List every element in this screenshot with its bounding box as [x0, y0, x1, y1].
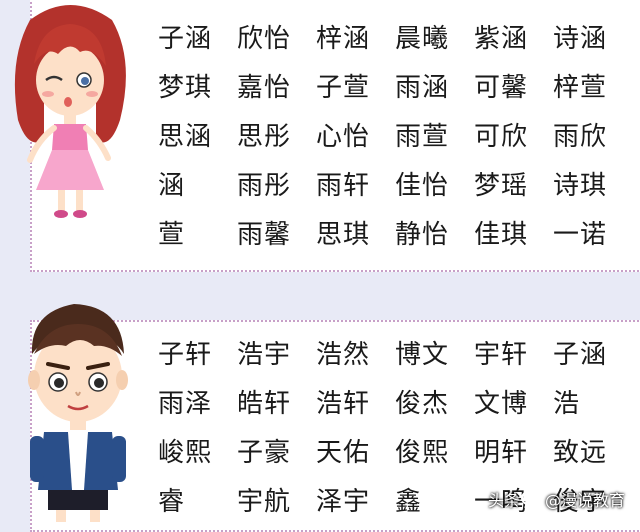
boy-name: 子涵: [553, 340, 608, 370]
chat-bubble-icon: [521, 490, 542, 508]
name-row: 思涵 思彤 心怡 雨萱 可欣 雨欣: [158, 110, 632, 159]
boy-name: 宇轩: [474, 340, 529, 370]
girl-illustration: [14, 5, 126, 218]
boy-illustration: [28, 304, 128, 522]
boy-name: 天佑: [316, 438, 371, 468]
girl-name: 涵: [158, 171, 186, 201]
boy-name: 明轩: [474, 438, 529, 468]
name-row: 萱 雨馨 思琪 静怡 佳琪 一诺: [158, 208, 632, 257]
boy-names-panel: [30, 320, 640, 532]
name-row: 子涵 欣怡 梓涵 晨曦 紫涵 诗涵: [158, 12, 632, 61]
girl-name: 佳琪: [474, 220, 529, 250]
girl-name: 可馨: [474, 73, 529, 103]
boy-names-grid: 子轩 浩宇 浩然 博文 宇轩 子涵 雨泽 皓轩 浩轩 俊杰 文博 浩 峻熙 子豪…: [158, 328, 632, 524]
boy-name: 鑫: [395, 487, 423, 517]
girl-name: 雨涵: [395, 73, 450, 103]
girl-name: 思彤: [237, 122, 292, 152]
girl-name: 一诺: [553, 220, 608, 250]
boy-name: 子豪: [237, 438, 292, 468]
girl-name: 嘉怡: [237, 73, 292, 103]
watermark: 头条 @漫说教育: [488, 484, 625, 514]
boy-name: 泽宇: [316, 487, 371, 517]
name-row: 子轩 浩宇 浩然 博文 宇轩 子涵: [158, 328, 632, 377]
boy-name: 浩: [553, 389, 581, 419]
girl-names-grid: 子涵 欣怡 梓涵 晨曦 紫涵 诗涵 梦琪 嘉怡 子萱 雨涵 可馨 梓萱 思涵 思…: [158, 12, 632, 257]
watermark-handle: @漫说教育: [545, 491, 626, 510]
boy-name: 俊宇: [553, 487, 608, 517]
watermark-prefix: 头条: [488, 491, 521, 510]
girl-name: 心怡: [316, 122, 371, 152]
boy-name: 宇航: [237, 487, 292, 517]
girl-name: 梦瑶: [474, 171, 529, 201]
girl-name: 可欣: [474, 122, 529, 152]
girl-name: 雨萱: [395, 122, 450, 152]
girl-name: 诗琪: [553, 171, 608, 201]
name-row: 峻熙 子豪 天佑 俊熙 明轩 致远: [158, 426, 632, 475]
boy-name: 浩轩: [316, 389, 371, 419]
girl-name: 静怡: [395, 220, 450, 250]
name-row: 梦琪 嘉怡 子萱 雨涵 可馨 梓萱: [158, 61, 632, 110]
girl-name: 思涵: [158, 122, 213, 152]
boy-name: 雨泽: [158, 389, 213, 419]
girl-names-panel: [30, 0, 640, 272]
boy-name: 博文: [395, 340, 450, 370]
girl-name: 诗涵: [553, 24, 608, 54]
girl-name: 雨馨: [237, 220, 292, 250]
name-row: 涵 雨彤 雨轩 佳怡 梦瑶 诗琪: [158, 159, 632, 208]
boy-name: 致远: [553, 438, 608, 468]
boy-name: 一鸣: [474, 487, 529, 517]
girl-name: 萱: [158, 220, 186, 250]
girl-name: 欣怡: [237, 24, 292, 54]
boy-name: 文博: [474, 389, 529, 419]
boy-name: 子轩: [158, 340, 213, 370]
girl-name: 雨彤: [237, 171, 292, 201]
girl-name: 梦琪: [158, 73, 213, 103]
boy-name: 睿: [158, 487, 186, 517]
boy-name: 浩宇: [237, 340, 292, 370]
boy-name: 皓轩: [237, 389, 292, 419]
girl-name: 梓涵: [316, 24, 371, 54]
girl-name: 雨轩: [316, 171, 371, 201]
girl-name: 子涵: [158, 24, 213, 54]
girl-name: 子萱: [316, 73, 371, 103]
girl-name: 紫涵: [474, 24, 529, 54]
boy-name: 俊杰: [395, 389, 450, 419]
boy-name: 浩然: [316, 340, 371, 370]
girl-name: 雨欣: [553, 122, 608, 152]
girl-name: 梓萱: [553, 73, 608, 103]
boy-name: 峻熙: [158, 438, 213, 468]
girl-name: 晨曦: [395, 24, 450, 54]
boy-name: 俊熙: [395, 438, 450, 468]
girl-name: 思琪: [316, 220, 371, 250]
girl-name: 佳怡: [395, 171, 450, 201]
name-row: 睿 宇航 泽宇 鑫 一鸣 俊宇: [158, 475, 632, 524]
name-row: 雨泽 皓轩 浩轩 俊杰 文博 浩: [158, 377, 632, 426]
